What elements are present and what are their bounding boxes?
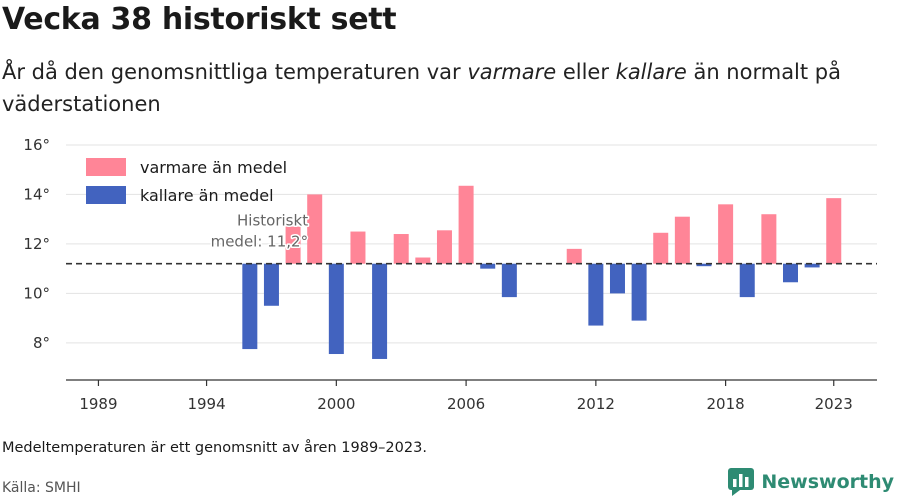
bars (242, 185, 842, 359)
subtitle-warm-word: varmare (467, 60, 557, 84)
bar-cold (501, 263, 517, 298)
bar-cold (631, 263, 647, 321)
bar-cold (328, 263, 344, 355)
baseline-label-line: medel: 11,2° (211, 233, 308, 251)
subtitle-cold-word: kallare (615, 60, 687, 84)
y-tick-label: 16° (23, 136, 50, 154)
bar-warm (566, 248, 582, 264)
legend-swatch (86, 158, 126, 176)
brand-name: Newsworthy (761, 471, 894, 493)
bar-cold (804, 263, 820, 268)
x-tick-label: 2018 (707, 395, 745, 413)
bar-cold (588, 263, 604, 326)
bar-warm (653, 232, 669, 264)
legend: varmare än medel kallare än medel (86, 158, 287, 205)
bar-cold (609, 263, 625, 294)
newsworthy-logo-icon (728, 468, 755, 496)
y-tick-label: 14° (23, 185, 50, 203)
x-tick-label: 1989 (79, 395, 117, 413)
y-axis: 8° 10° 12° 14° 16° (23, 136, 50, 352)
bar-cold (480, 263, 496, 269)
chart-title: Vecka 38 historiskt sett (2, 2, 397, 37)
footnote: Medeltemperaturen är ett genomsnitt av å… (2, 440, 427, 456)
bar-warm (393, 234, 409, 264)
source-text: Källa: SMHI (2, 480, 81, 496)
x-axis: 1989 1994 2000 2006 2012 2018 2023 (79, 380, 853, 413)
bar-warm (674, 216, 690, 264)
subtitle-text-2: eller (556, 60, 616, 84)
brand-logo: Newsworthy (728, 468, 894, 496)
bar-cold (739, 263, 755, 298)
x-tick-label: 1994 (187, 395, 225, 413)
legend-label: kallare än medel (140, 186, 274, 205)
bar-warm (285, 226, 301, 264)
x-tick-label: 2000 (317, 395, 355, 413)
bar-cold (782, 263, 798, 283)
bar-warm (826, 198, 842, 264)
legend-swatch (86, 186, 126, 204)
bar-cold (242, 263, 258, 350)
bar-warm (761, 214, 777, 264)
bar-warm (718, 204, 734, 264)
bar-warm (307, 194, 323, 264)
y-tick-label: 10° (23, 284, 50, 302)
bar-cold (263, 263, 279, 306)
bar-cold (372, 263, 388, 359)
baseline-label-line: Historiskt (237, 212, 308, 230)
bar-warm (436, 230, 452, 264)
bar-warm (415, 257, 431, 264)
x-tick-label: 2023 (815, 395, 853, 413)
bar-warm (458, 185, 474, 264)
legend-label: varmare än medel (140, 158, 287, 177)
bar-chart: 8° 10° 12° 14° 16° Historiskt medel: 11,2° 19… (23, 136, 877, 413)
x-tick-label: 2012 (577, 395, 615, 413)
bar-cold (696, 263, 712, 267)
bar-warm (350, 231, 366, 264)
baseline-annotation: Historiskt medel: 11,2° (209, 210, 310, 252)
subtitle-text-1: År då den genomsnittliga temperaturen va… (2, 60, 468, 84)
chart-subtitle: År då den genomsnittliga temperaturen va… (2, 56, 882, 120)
subtitle-text-3: än normalt på väderstationen (2, 60, 841, 116)
y-tick-label: 8° (33, 334, 50, 352)
y-tick-label: 12° (23, 235, 50, 253)
x-tick-label: 2006 (447, 395, 485, 413)
